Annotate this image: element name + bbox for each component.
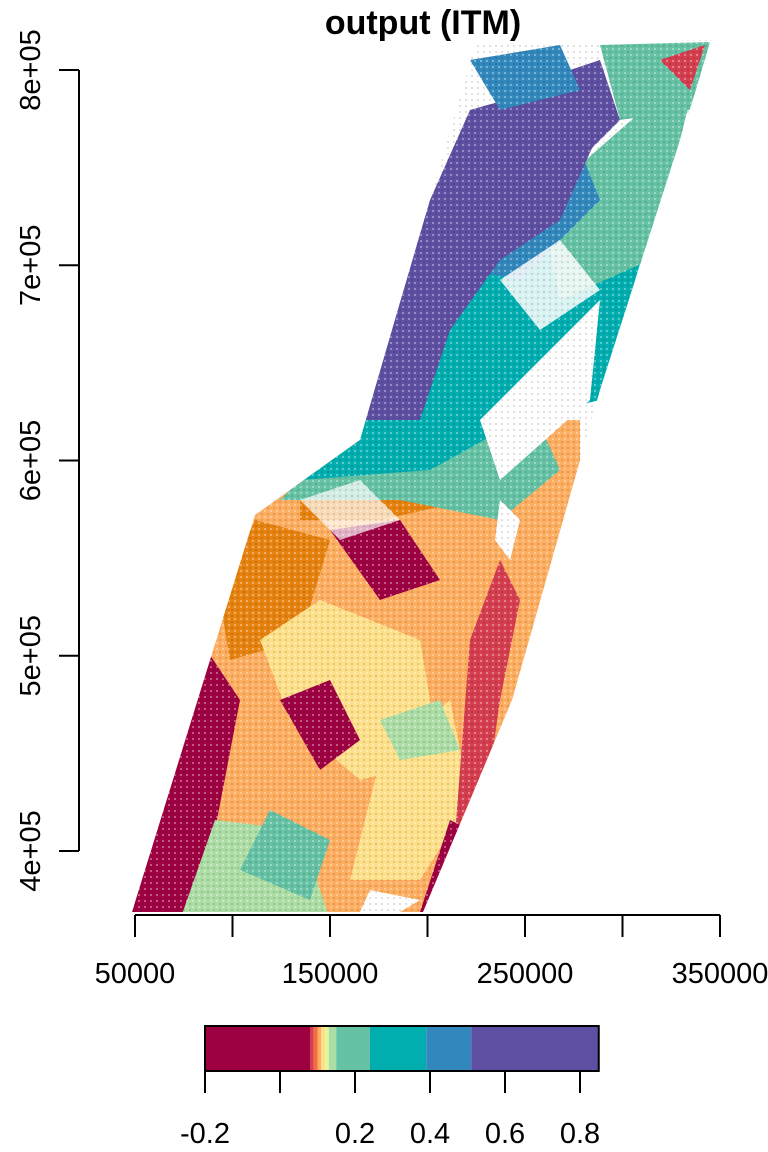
colorbar-tick-label: 0.6	[485, 1118, 525, 1150]
colorbar-bin	[205, 1026, 310, 1071]
y-tick-label: 7e+05	[15, 225, 47, 306]
map-title: output (ITM)	[325, 4, 521, 42]
y-tick-label: 4e+05	[15, 810, 47, 891]
colorbar-bin	[321, 1026, 325, 1071]
y-tick-label: 8e+05	[15, 29, 47, 110]
raster-texture	[132, 40, 712, 912]
y-axis: 4e+05 5e+05 6e+05 7e+05 8e+05	[15, 29, 80, 892]
colorbar-bin	[328, 1026, 337, 1071]
x-tick-label: 350000	[672, 958, 768, 990]
x-tick-label: 150000	[282, 958, 379, 990]
colorbar-bin	[426, 1026, 472, 1071]
colorbar-bin	[325, 1026, 329, 1071]
colorbar-frame	[204, 1025, 600, 1072]
colorbar-tick-label: -0.2	[180, 1118, 230, 1150]
x-axis: 50000 150000 250000 350000	[95, 914, 768, 990]
y-tick-label: 6e+05	[15, 420, 47, 501]
colorbar-bin	[313, 1026, 318, 1071]
raster-layer	[132, 40, 712, 912]
colorbar-tick-label: 0.8	[560, 1118, 600, 1150]
colorbar-legend: -0.2 0.2 0.4 0.6 0.8	[180, 1025, 600, 1150]
y-tick-label: 5e+05	[15, 615, 47, 696]
x-tick-label: 50000	[95, 958, 176, 990]
colorbar-tick-label: 0.4	[410, 1118, 450, 1150]
x-tick-label: 250000	[477, 958, 574, 990]
colorbar-bin	[336, 1026, 370, 1071]
colorbar-bin	[310, 1026, 314, 1071]
colorbar-bin	[370, 1026, 427, 1071]
colorbar-bin	[317, 1026, 322, 1071]
colorbar-bin	[471, 1026, 599, 1071]
colorbar-tick-label: 0.2	[335, 1118, 375, 1150]
